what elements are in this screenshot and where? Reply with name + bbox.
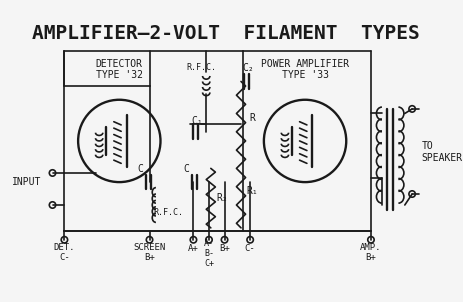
Text: A+: A+ <box>188 244 198 253</box>
Text: R.F.C.: R.F.C. <box>186 63 216 72</box>
Text: R.F.C.: R.F.C. <box>153 208 183 217</box>
Text: DET.
C-: DET. C- <box>54 243 75 262</box>
Text: POWER AMPLIFIER
TYPE '33: POWER AMPLIFIER TYPE '33 <box>261 59 348 80</box>
Text: A-
B-
C+: A- B- C+ <box>204 239 213 268</box>
Text: R: R <box>249 113 254 123</box>
Text: TO
SPEAKER: TO SPEAKER <box>420 141 462 163</box>
Text: C₁: C₁ <box>191 116 202 126</box>
Text: C: C <box>183 164 188 174</box>
Text: B+: B+ <box>219 244 230 253</box>
Text: R₂: R₂ <box>215 193 227 203</box>
Text: R₁: R₁ <box>245 186 257 196</box>
Text: SCREEN
B+: SCREEN B+ <box>133 243 165 262</box>
Text: AMPLIFIER—2-VOLT  FILAMENT  TYPES: AMPLIFIER—2-VOLT FILAMENT TYPES <box>32 24 419 43</box>
Text: INPUT: INPUT <box>12 177 41 187</box>
Text: C-: C- <box>244 244 255 253</box>
Text: C: C <box>137 164 143 174</box>
Text: AMP.
B+: AMP. B+ <box>359 243 381 262</box>
Text: DETECTOR
TYPE '32: DETECTOR TYPE '32 <box>95 59 143 80</box>
Text: C₂: C₂ <box>242 63 254 73</box>
